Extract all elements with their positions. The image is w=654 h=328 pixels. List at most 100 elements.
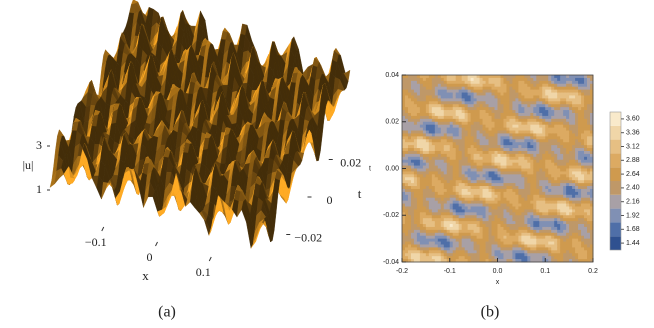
contour-cell <box>509 212 512 215</box>
contour-cell <box>492 125 495 128</box>
contour-cell <box>405 90 408 93</box>
contour-cell <box>512 224 515 227</box>
contour-cell <box>521 247 524 250</box>
contour-cell <box>495 116 498 119</box>
contour-cell <box>438 180 441 183</box>
contour-cell <box>420 253 423 256</box>
contour-cell <box>480 206 483 209</box>
contour-cell <box>498 230 501 233</box>
contour-cell <box>435 110 438 113</box>
contour-cell <box>426 206 429 209</box>
contour-cell <box>402 218 405 221</box>
contour-cell <box>527 93 530 96</box>
contour-cell <box>474 256 477 259</box>
contour-cell <box>506 163 509 166</box>
contour-cell <box>453 198 456 201</box>
contour-cell <box>480 236 483 239</box>
contour-cell <box>444 136 447 139</box>
contour-cell <box>468 104 471 107</box>
contour-cell <box>524 186 527 189</box>
contour-cell <box>438 160 441 163</box>
contour-cell <box>417 218 420 221</box>
contour-cell <box>429 142 432 145</box>
contour-cell <box>414 116 417 119</box>
contour-cell <box>483 171 486 174</box>
contour-cell <box>533 133 536 136</box>
contour-cell <box>477 171 480 174</box>
contour-cell <box>518 131 521 134</box>
contour-cell <box>486 209 489 212</box>
contour-cell <box>512 239 515 242</box>
contour-cell <box>411 209 414 212</box>
contour-cell <box>405 139 408 142</box>
contour-cell <box>432 221 435 224</box>
contour-cell <box>429 253 432 256</box>
contour-cell <box>468 163 471 166</box>
contour-cell <box>495 148 498 151</box>
contour-cell <box>411 93 414 96</box>
contour-cell <box>462 215 465 218</box>
contour-cell <box>432 233 435 236</box>
contour-cell <box>462 133 465 136</box>
contour-cell <box>524 212 527 215</box>
contour-cell <box>524 183 527 186</box>
contour-cell <box>432 174 435 177</box>
contour-cell <box>450 119 453 122</box>
contour-cell <box>468 177 471 180</box>
contour-cell <box>489 101 492 104</box>
contour-cell <box>429 81 432 84</box>
contour-cell <box>426 186 429 189</box>
contour-cell <box>426 174 429 177</box>
contour-cell <box>420 174 423 177</box>
contour-cell <box>411 139 414 142</box>
contour-cell <box>450 93 453 96</box>
contour-cell <box>503 171 506 174</box>
contour-cell <box>462 157 465 160</box>
contour-cell <box>438 204 441 207</box>
contour-cell <box>429 204 432 207</box>
contour-cell <box>527 90 530 93</box>
contour-cell <box>456 186 459 189</box>
contour-cell <box>468 206 471 209</box>
contour-cell <box>435 163 438 166</box>
contour-cell <box>506 244 509 247</box>
contour-cell <box>459 93 462 96</box>
contour-cell <box>453 174 456 177</box>
contour-cell <box>495 195 498 198</box>
contour-cell <box>527 215 530 218</box>
contour-cell <box>483 233 486 236</box>
contour-cell <box>486 171 489 174</box>
contour-cell <box>447 142 450 145</box>
contour-cell <box>512 189 515 192</box>
contour-cell <box>438 154 441 157</box>
contour-cell <box>411 116 414 119</box>
contour-cell <box>492 242 495 245</box>
contour-cell <box>408 215 411 218</box>
contour-cell <box>441 157 444 160</box>
contour-cell <box>408 239 411 242</box>
contour-cell <box>405 247 408 250</box>
contour-cell <box>495 201 498 204</box>
contour-cell <box>405 128 408 131</box>
contour-cell <box>453 253 456 256</box>
contour-cell <box>441 166 444 169</box>
surface-patch <box>104 50 111 56</box>
contour-cell <box>426 78 429 81</box>
contour-cell <box>465 139 468 142</box>
contour-cell <box>453 247 456 250</box>
contour-cell <box>435 166 438 169</box>
contour-cell <box>530 78 533 81</box>
contour-cell <box>435 239 438 242</box>
contour-cell <box>471 93 474 96</box>
contour-cell <box>498 136 501 139</box>
contour-cell <box>414 163 417 166</box>
contour-cell <box>459 206 462 209</box>
contour-cell <box>408 104 411 107</box>
contour-cell <box>423 224 426 227</box>
contour-cell <box>435 195 438 198</box>
contour-cell <box>477 186 480 189</box>
contour-cell <box>411 151 414 154</box>
contour-cell <box>450 166 453 169</box>
contour-cell <box>483 212 486 215</box>
contour-cell <box>456 253 459 256</box>
